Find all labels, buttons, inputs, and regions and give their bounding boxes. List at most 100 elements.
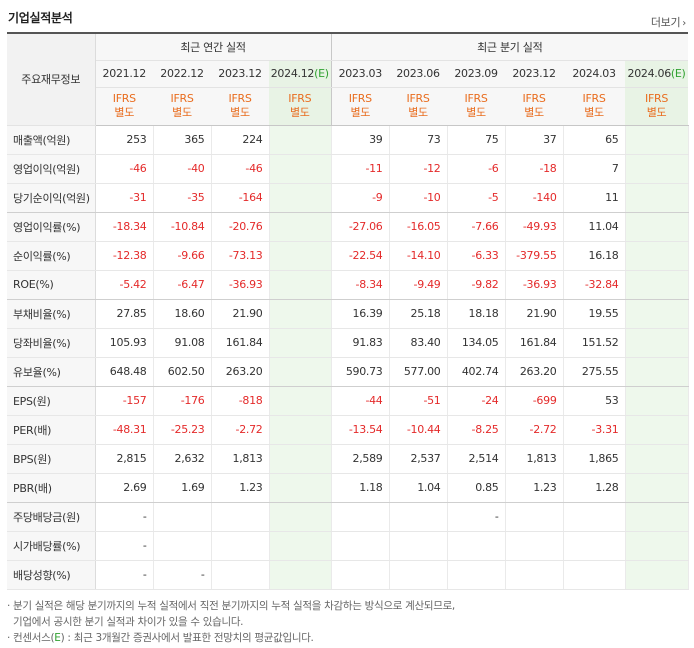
value-cell: -73.13	[211, 241, 270, 271]
row-label: 당좌비율(%)	[7, 328, 96, 358]
period-label: 2024.06	[627, 67, 672, 80]
value-cell: 1.23	[505, 473, 564, 503]
value-cell: -	[95, 531, 154, 561]
standalone-label: 별도	[646, 106, 667, 119]
period-label: 2023.06	[396, 67, 440, 80]
value-cell: -14.10	[389, 241, 448, 271]
value-cell: 39	[330, 125, 390, 155]
value-cell: -5.42	[95, 270, 154, 300]
value-cell: 83.40	[389, 328, 448, 358]
table-row: PBR(배) 2.69 1.69 1.23 1.18 1.04 0.85 1.23 1.28	[7, 473, 689, 503]
ifrs-label: IFRS	[112, 92, 136, 105]
table-row: 주당배당금(원) - -	[7, 502, 689, 532]
value-cell: 16.39	[330, 299, 390, 329]
value-cell: -	[95, 502, 154, 532]
section-title: 기업실적분석	[8, 11, 73, 25]
value-cell: -3.31	[563, 415, 626, 445]
value-cell: 18.60	[153, 299, 212, 329]
table-row: EPS(원) -157 -176 -818 -44 -51 -24 -699 53	[7, 386, 689, 416]
value-cell	[389, 560, 448, 590]
row-label: 시가배당률(%)	[7, 531, 96, 561]
annual-group-title: 최근 연간 실적	[95, 32, 332, 61]
table-row: 영업이익률(%) -18.34 -10.84 -20.76 -27.06 -16.05 -7…	[7, 212, 689, 242]
more-link[interactable]: 더보기 ›	[651, 14, 686, 30]
value-cell: -	[447, 502, 506, 532]
value-cell	[505, 502, 564, 532]
quarter-group-title: 최근 분기 실적	[330, 32, 689, 61]
value-cell: -7.66	[447, 212, 506, 242]
value-cell	[330, 502, 390, 532]
ifrs-label: IFRS	[228, 92, 252, 105]
value-cell: 151.52	[563, 328, 626, 358]
table-row: 당기순이익(억원) -31 -35 -164 -9 -10 -5 -140 11	[7, 183, 689, 213]
value-cell	[625, 328, 689, 358]
value-cell	[269, 415, 332, 445]
value-cell: -2.72	[505, 415, 564, 445]
value-cell: 1,813	[505, 444, 564, 474]
value-cell: 25.18	[389, 299, 448, 329]
table-row: 매출액(억원) 253 365 224 39 73 75 37 65	[7, 125, 689, 155]
value-cell: 602.50	[153, 357, 212, 387]
value-cell	[505, 531, 564, 561]
value-cell: 161.84	[211, 328, 270, 358]
ifrs-label: IFRS	[582, 92, 606, 105]
value-cell	[625, 357, 689, 387]
value-cell	[330, 531, 390, 561]
value-cell	[625, 444, 689, 474]
footnote-1-cont: 기업에서 공시한 분기 실적과 차이가 있을 수 있습니다.	[7, 614, 688, 630]
value-cell: -8.25	[447, 415, 506, 445]
table-row: 부채비율(%) 27.85 18.60 21.90 16.39 25.18 18.18 21.…	[7, 299, 689, 329]
value-cell: 161.84	[505, 328, 564, 358]
value-cell	[563, 560, 626, 590]
value-cell	[625, 560, 689, 590]
value-cell: 1.23	[211, 473, 270, 503]
row-label: 매출액(억원)	[7, 125, 96, 155]
value-cell	[625, 241, 689, 271]
value-cell: 16.18	[563, 241, 626, 271]
row-label: PBR(배)	[7, 473, 96, 503]
row-label: 배당성향(%)	[7, 560, 96, 590]
value-cell: 263.20	[211, 357, 270, 387]
value-cell: 2,589	[330, 444, 390, 474]
financial-summary-table: 주요재무정보 최근 연간 실적 최근 분기 실적 2021.12 2022.12 2…	[7, 32, 689, 590]
ifrs-header: IFRS 별도	[95, 87, 153, 126]
value-cell: -36.93	[505, 270, 564, 300]
value-cell	[505, 560, 564, 590]
value-cell	[269, 473, 332, 503]
value-cell: -48.31	[95, 415, 154, 445]
period-label: 2021.12	[102, 67, 147, 80]
standalone-label: 별도	[408, 106, 428, 119]
value-cell	[625, 154, 689, 184]
value-cell: 18.18	[447, 299, 506, 329]
period-label: 2022.12	[160, 67, 204, 80]
value-cell: 105.93	[95, 328, 154, 358]
standalone-label: 별도	[172, 106, 192, 119]
value-cell: 11.04	[563, 212, 626, 242]
row-label: 순이익률(%)	[7, 241, 96, 271]
value-cell: 1.28	[563, 473, 626, 503]
value-cell: 2,815	[95, 444, 154, 474]
table-row: PER(배) -48.31 -25.23 -2.72 -13.54 -10.44 -8.25…	[7, 415, 689, 445]
ifrs-label: IFRS	[348, 92, 372, 105]
period-label: 2023.12	[218, 67, 262, 80]
value-cell	[563, 531, 626, 561]
value-cell: -6.47	[153, 270, 212, 300]
period-header: 2022.12	[153, 60, 211, 88]
row-label: 부채비율(%)	[7, 299, 96, 329]
value-cell	[625, 386, 689, 416]
value-cell: -51	[389, 386, 448, 416]
value-cell: 11	[563, 183, 626, 213]
table-row: BPS(원) 2,815 2,632 1,813 2,589 2,537 2,514 1,81…	[7, 444, 689, 474]
period-header: 2023.06	[389, 60, 448, 88]
value-cell: -36.93	[211, 270, 270, 300]
standalone-label: 별도	[466, 106, 486, 119]
ifrs-header: IFRS 별도	[505, 87, 564, 126]
value-cell: -22.54	[330, 241, 390, 271]
period-label: 2024.12	[270, 67, 315, 80]
period-header: 2023.12	[505, 60, 564, 88]
table-row: 순이익률(%) -12.38 -9.66 -73.13 -22.54 -14.10 -6.3…	[7, 241, 689, 271]
value-cell	[625, 473, 689, 503]
value-cell	[269, 241, 332, 271]
value-cell: -9	[330, 183, 390, 213]
value-cell: 224	[211, 125, 270, 155]
